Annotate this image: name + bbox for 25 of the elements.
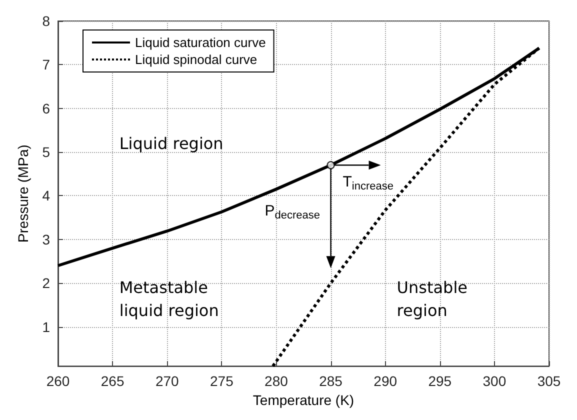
y-tick-label: 6 xyxy=(42,100,50,116)
x-tick-label: 265 xyxy=(100,373,124,390)
y-tick-label: 7 xyxy=(42,56,50,73)
x-tick-label: 305 xyxy=(537,373,561,390)
y-tick-label: 2 xyxy=(42,275,50,292)
y-tick-label: 3 xyxy=(42,231,50,248)
annotation: Unstable region xyxy=(396,278,468,320)
x-tick-label: 260 xyxy=(46,373,70,390)
annotation: Liquid region xyxy=(119,134,224,154)
x-tick-label: 270 xyxy=(155,373,180,390)
legend-label: Liquid saturation curve xyxy=(135,35,266,50)
x-tick-label: 275 xyxy=(210,373,234,390)
x-tick-label: 285 xyxy=(319,373,343,390)
x-tick-label: 300 xyxy=(482,373,506,390)
y-tick-label: 4 xyxy=(42,188,50,204)
annotation: Metastable liquid region xyxy=(119,278,219,320)
y-tick-label: 8 xyxy=(42,13,50,29)
legend-label: Liquid spinodal curve xyxy=(135,52,258,67)
x-tick-label: 290 xyxy=(374,373,398,390)
y-tick-label: 1 xyxy=(42,318,50,335)
y-tick-label: 5 xyxy=(42,144,50,160)
x-tick-label: 295 xyxy=(428,373,452,390)
x-tick-label: 280 xyxy=(264,373,288,390)
x-axis-title: Temperature (K) xyxy=(252,392,354,408)
y-axis-title: Pressure (MPa) xyxy=(15,144,31,243)
